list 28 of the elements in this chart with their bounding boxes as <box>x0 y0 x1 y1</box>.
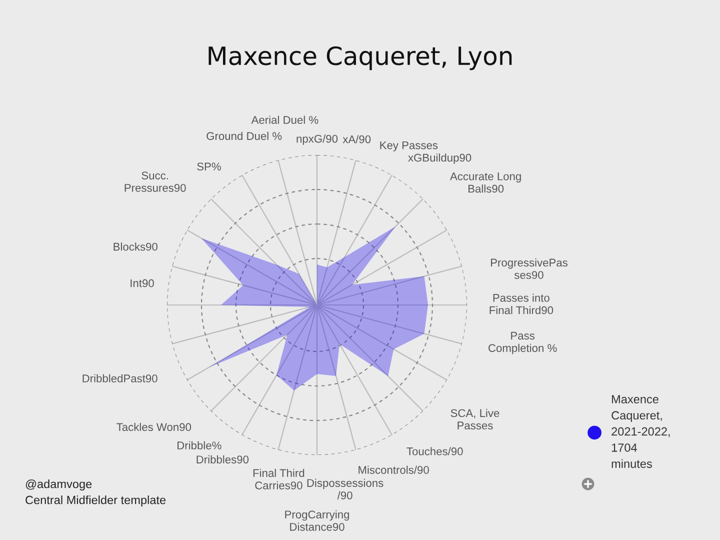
spoke-label: Ground Duel % <box>206 132 282 140</box>
spoke-label: xA/90 <box>342 135 371 144</box>
spoke-label: Miscontrols/90 <box>358 466 429 474</box>
spoke-label: Key Passes <box>380 141 438 152</box>
spoke-label: Blocks90 <box>114 242 158 251</box>
spoke-label: Dispossessions /90 <box>307 478 384 500</box>
text: Central Midfielder template <box>26 495 166 507</box>
spoke-label: npxG/90 <box>296 134 338 145</box>
chart-title: Maxence Caqueret, Lyon <box>208 46 512 70</box>
legend-label: Maxence Caqueret, 2021-2022, 1704 minutes <box>612 395 670 468</box>
text: @adamvoge <box>26 479 92 491</box>
spoke-label: ProgCarrying Distance90 <box>285 510 350 531</box>
spoke-label: DribbledPast90 <box>82 374 158 382</box>
spoke-label: Int90 <box>130 279 154 288</box>
spoke-label: SCA, Live Passes <box>450 408 500 430</box>
spoke-label: Aerial Duel % <box>251 116 318 124</box>
spoke-label: SP% <box>197 162 221 170</box>
spoke-label: Dribble% <box>178 441 222 450</box>
spoke-label: Final Third Carries90 <box>253 468 304 490</box>
spoke-label: Accurate Long Balls90 <box>450 172 521 193</box>
spoke-label: Pass Completion % <box>488 332 557 354</box>
spoke-label: Dribbles90 <box>196 455 249 464</box>
spoke-label: Succ. Pressures90 <box>124 172 186 192</box>
spoke-label: Touches/90 <box>406 447 463 456</box>
spoke-label: Passes into Final Third90 <box>490 294 554 314</box>
spoke-label: ProgressivePasses90 <box>491 258 568 279</box>
spoke-label: Tackles Won90 <box>116 422 192 432</box>
spoke-label: xGBuildup90 <box>408 153 472 164</box>
